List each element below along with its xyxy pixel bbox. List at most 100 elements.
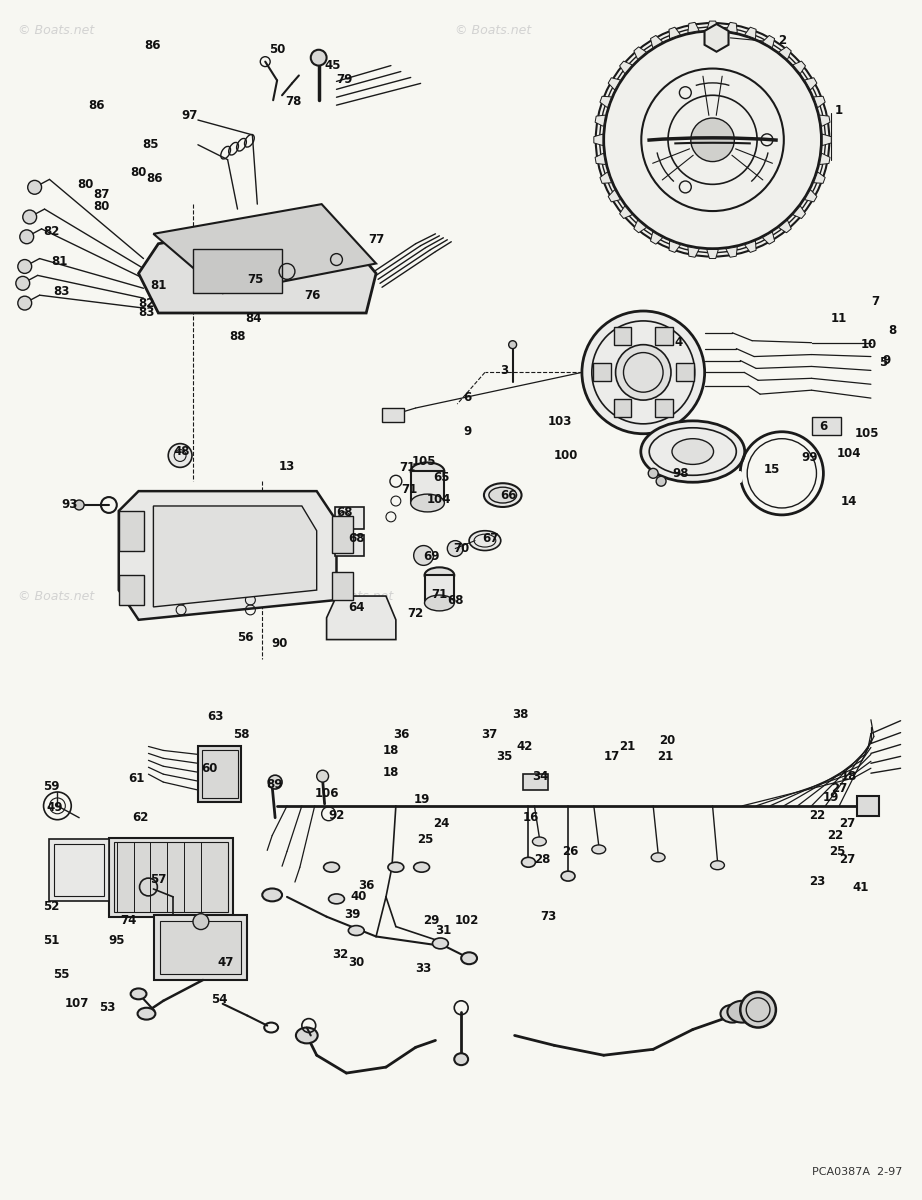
Bar	[160, 920, 242, 974]
Bar	[857, 796, 879, 816]
Text: 80: 80	[93, 199, 109, 212]
Text: 29: 29	[423, 914, 440, 928]
Text: 21: 21	[657, 750, 673, 763]
Polygon shape	[820, 154, 830, 164]
Text: 4: 4	[675, 336, 683, 349]
Circle shape	[193, 913, 208, 930]
Text: 97: 97	[182, 108, 198, 121]
Text: © Boats.net: © Boats.net	[316, 590, 393, 604]
Bar	[119, 575, 144, 605]
Text: 77: 77	[368, 233, 384, 246]
Text: 105: 105	[855, 427, 880, 440]
Circle shape	[18, 259, 31, 274]
Polygon shape	[633, 47, 646, 60]
Text: 66: 66	[501, 488, 517, 502]
Text: 90: 90	[271, 637, 288, 650]
Text: 36: 36	[394, 728, 410, 742]
Text: 82: 82	[43, 226, 60, 239]
Text: 56: 56	[237, 631, 254, 644]
Ellipse shape	[324, 863, 339, 872]
Ellipse shape	[561, 871, 575, 881]
Bar	[614, 328, 632, 346]
Bar	[614, 400, 632, 418]
Polygon shape	[726, 23, 738, 32]
Text: 104: 104	[427, 492, 452, 505]
Polygon shape	[595, 115, 606, 126]
Ellipse shape	[262, 888, 282, 901]
Polygon shape	[814, 96, 825, 108]
Text: 50: 50	[269, 43, 285, 56]
Circle shape	[168, 444, 192, 467]
Bar	[523, 774, 549, 790]
Ellipse shape	[484, 484, 522, 506]
Text: 80: 80	[77, 178, 93, 191]
Text: 73: 73	[540, 910, 556, 923]
Text: 17: 17	[604, 750, 620, 763]
Bar	[676, 364, 693, 382]
Text: 57: 57	[150, 872, 167, 886]
Text: 41: 41	[853, 881, 869, 894]
Ellipse shape	[727, 1001, 757, 1022]
Polygon shape	[805, 78, 817, 90]
Polygon shape	[779, 220, 791, 233]
Bar	[382, 408, 404, 422]
Polygon shape	[620, 206, 632, 218]
Polygon shape	[594, 134, 603, 145]
Text: 8: 8	[889, 324, 897, 337]
Polygon shape	[138, 214, 376, 313]
Text: 75: 75	[247, 272, 264, 286]
Text: 83: 83	[53, 284, 69, 298]
Polygon shape	[609, 78, 621, 90]
Ellipse shape	[489, 487, 516, 503]
Text: 55: 55	[53, 967, 69, 980]
Text: 84: 84	[245, 312, 262, 325]
Text: 18: 18	[383, 766, 399, 779]
Bar	[593, 364, 610, 382]
Text: 65: 65	[433, 470, 450, 484]
Circle shape	[596, 23, 829, 257]
Text: 68: 68	[447, 594, 464, 606]
Polygon shape	[704, 24, 728, 52]
Text: 99: 99	[801, 451, 818, 464]
Text: 78: 78	[285, 95, 301, 108]
Text: 71: 71	[402, 482, 418, 496]
Text: 76: 76	[304, 289, 321, 301]
Text: 25: 25	[829, 845, 845, 858]
Bar	[656, 400, 673, 418]
Bar	[109, 838, 232, 917]
Ellipse shape	[592, 845, 606, 854]
Text: 49: 49	[46, 802, 63, 815]
Text: 16: 16	[522, 811, 538, 824]
Text: 39: 39	[344, 908, 361, 922]
Text: 11: 11	[831, 312, 847, 325]
Circle shape	[18, 296, 31, 310]
Polygon shape	[707, 22, 718, 30]
Ellipse shape	[651, 853, 665, 862]
Circle shape	[582, 311, 704, 433]
Text: 86: 86	[89, 98, 105, 112]
Text: 20: 20	[659, 734, 675, 748]
Text: 81: 81	[52, 256, 67, 268]
Ellipse shape	[432, 938, 448, 949]
Ellipse shape	[131, 989, 147, 1000]
Text: 7: 7	[870, 295, 879, 307]
Text: 28: 28	[534, 853, 550, 865]
Circle shape	[75, 500, 84, 510]
Ellipse shape	[424, 568, 455, 583]
Circle shape	[16, 276, 30, 290]
Polygon shape	[793, 61, 806, 73]
Ellipse shape	[410, 462, 444, 480]
Polygon shape	[762, 36, 774, 48]
Ellipse shape	[641, 421, 745, 482]
Bar	[198, 746, 242, 802]
Bar	[332, 516, 353, 553]
Circle shape	[709, 30, 725, 46]
Polygon shape	[688, 23, 699, 32]
Circle shape	[691, 118, 734, 162]
Text: 5: 5	[879, 356, 887, 368]
Polygon shape	[820, 115, 830, 126]
Text: 18: 18	[841, 769, 857, 782]
Text: 74: 74	[121, 914, 136, 928]
Text: 70: 70	[453, 542, 469, 556]
Text: 68: 68	[337, 506, 352, 520]
